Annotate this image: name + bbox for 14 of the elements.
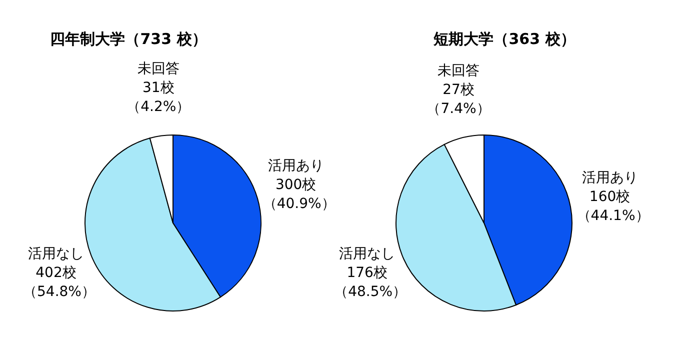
data-label: 300校（40.9%） xyxy=(262,176,336,214)
data-label: 176校（48.5%） xyxy=(338,264,407,302)
slice-label: 未回答 xyxy=(136,60,180,79)
data-label: 27校（7.4%） xyxy=(426,80,492,119)
chart-title: 四年制大学（733 校） xyxy=(49,30,208,50)
data-label: 402校（54.8%） xyxy=(23,264,96,302)
slice-label: 活用あり xyxy=(580,169,639,188)
slice-label: 未回答 xyxy=(436,62,481,81)
data-label: 160校（44.1%） xyxy=(576,188,650,226)
data-label: 31校（4.2%） xyxy=(126,78,192,117)
slice-label: 活用なし xyxy=(27,244,85,264)
chart-title: 短期大学（363 校） xyxy=(432,30,576,50)
slice-label: 活用なし xyxy=(338,245,396,264)
slice-label: 活用あり xyxy=(266,157,325,176)
